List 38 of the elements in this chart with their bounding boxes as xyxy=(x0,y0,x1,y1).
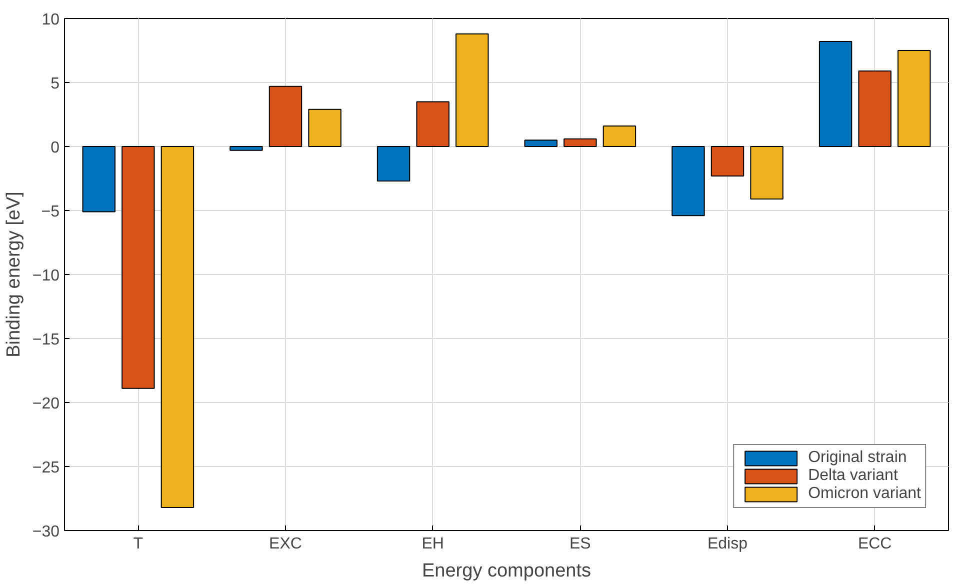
y-tick-label: 0 xyxy=(50,140,60,156)
bar xyxy=(750,146,784,200)
bar xyxy=(564,138,597,147)
x-tick-label: ECC xyxy=(858,536,892,552)
bar xyxy=(160,146,194,508)
x-tick-label: EH xyxy=(422,536,444,552)
y-tick-label: 10 xyxy=(42,12,60,28)
bar xyxy=(672,146,705,216)
bar xyxy=(416,101,450,147)
y-tick-label: −15 xyxy=(32,332,60,348)
bar xyxy=(376,146,410,182)
bar xyxy=(308,108,342,147)
legend-label: Original strain xyxy=(808,449,907,467)
bar xyxy=(602,126,636,147)
x-tick-label: Edisp xyxy=(707,536,748,552)
y-tick-label: −20 xyxy=(32,396,60,412)
bar xyxy=(898,50,931,147)
x-tick-label: EXC xyxy=(269,536,302,552)
bar xyxy=(122,146,155,389)
x-tick-label: ES xyxy=(569,536,591,552)
bar xyxy=(82,146,116,212)
y-tick-label: 5 xyxy=(50,76,60,92)
bar xyxy=(456,33,489,147)
bar xyxy=(710,146,744,176)
legend-label: Delta variant xyxy=(808,467,898,485)
bar xyxy=(524,140,558,147)
y-tick-label: −10 xyxy=(32,268,60,284)
bar xyxy=(268,86,302,147)
y-tick-label: −25 xyxy=(32,460,60,476)
bar xyxy=(230,146,263,151)
legend-label: Omicron variant xyxy=(808,485,921,503)
x-tick-label: T xyxy=(133,536,144,552)
y-tick-label: −5 xyxy=(41,204,60,220)
x-axis-title: Energy components xyxy=(422,560,592,582)
bar xyxy=(858,70,892,147)
bar xyxy=(818,41,852,147)
y-tick-label: −30 xyxy=(32,524,60,540)
y-axis-title: Binding energy [eV] xyxy=(3,192,24,358)
